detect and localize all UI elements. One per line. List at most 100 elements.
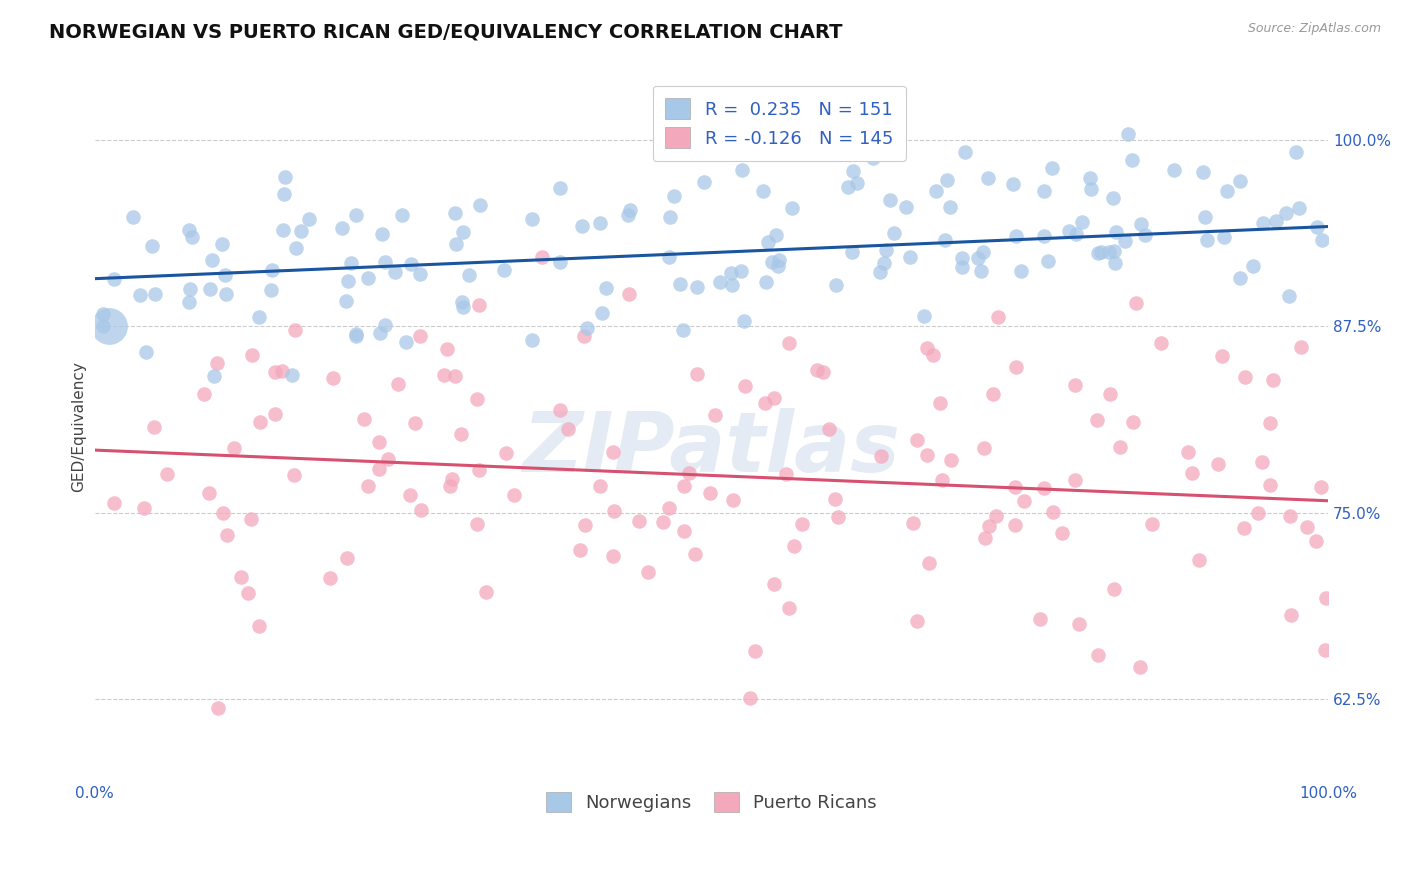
- Text: ZIPatlas: ZIPatlas: [523, 408, 900, 489]
- Point: [1102, 191, 1125, 205]
- Point: [283, 467, 305, 482]
- Point: [1071, 215, 1094, 229]
- Point: [548, 402, 571, 417]
- Point: [658, 501, 681, 516]
- Point: [1064, 378, 1087, 392]
- Point: [353, 412, 375, 426]
- Point: [132, 501, 155, 516]
- Point: [368, 434, 391, 449]
- Point: [1042, 506, 1064, 520]
- Point: [1163, 162, 1185, 177]
- Point: [492, 263, 515, 277]
- Point: [1263, 373, 1285, 387]
- Point: [936, 173, 959, 187]
- Point: [143, 286, 166, 301]
- Point: [1258, 416, 1281, 430]
- Point: [475, 585, 498, 599]
- Point: [1216, 184, 1239, 198]
- Point: [792, 516, 814, 531]
- Point: [678, 467, 700, 481]
- Point: [467, 463, 489, 477]
- Point: [179, 223, 201, 237]
- Point: [862, 152, 884, 166]
- Point: [336, 274, 359, 288]
- Point: [98, 319, 121, 334]
- Point: [436, 342, 458, 356]
- Point: [589, 479, 612, 493]
- Point: [433, 368, 456, 382]
- Point: [824, 278, 846, 293]
- Point: [953, 145, 976, 159]
- Point: [924, 184, 946, 198]
- Point: [357, 270, 380, 285]
- Point: [744, 644, 766, 658]
- Point: [894, 200, 917, 214]
- Point: [761, 254, 783, 268]
- Point: [931, 473, 953, 487]
- Point: [1014, 494, 1036, 508]
- Point: [905, 434, 928, 448]
- Point: [602, 445, 624, 459]
- Point: [238, 586, 260, 600]
- Point: [912, 309, 935, 323]
- Point: [672, 524, 695, 538]
- Point: [399, 257, 422, 271]
- Point: [915, 448, 938, 462]
- Point: [404, 416, 426, 430]
- Point: [1033, 229, 1056, 244]
- Point: [468, 298, 491, 312]
- Point: [1010, 263, 1032, 277]
- Point: [901, 516, 924, 530]
- Point: [530, 250, 553, 264]
- Point: [755, 275, 778, 289]
- Point: [1206, 457, 1229, 471]
- Point: [91, 318, 114, 333]
- Point: [197, 486, 219, 500]
- Point: [671, 323, 693, 337]
- Point: [103, 272, 125, 286]
- Point: [439, 479, 461, 493]
- Point: [1125, 296, 1147, 310]
- Point: [409, 267, 432, 281]
- Point: [135, 344, 157, 359]
- Point: [1285, 145, 1308, 159]
- Point: [763, 577, 786, 591]
- Point: [215, 287, 238, 301]
- Point: [495, 446, 517, 460]
- Point: [658, 250, 681, 264]
- Point: [322, 371, 344, 385]
- Point: [179, 294, 201, 309]
- Point: [1253, 216, 1275, 230]
- Point: [775, 467, 797, 481]
- Point: [970, 264, 993, 278]
- Point: [1233, 370, 1256, 384]
- Point: [1309, 480, 1331, 494]
- Point: [179, 282, 201, 296]
- Point: [905, 614, 928, 628]
- Point: [898, 250, 921, 264]
- Point: [922, 348, 945, 362]
- Point: [181, 230, 204, 244]
- Point: [336, 550, 359, 565]
- Point: [1050, 525, 1073, 540]
- Point: [1033, 481, 1056, 495]
- Point: [818, 422, 841, 436]
- Point: [264, 407, 287, 421]
- Point: [198, 282, 221, 296]
- Point: [571, 219, 593, 233]
- Point: [1140, 517, 1163, 532]
- Point: [330, 221, 353, 235]
- Point: [1040, 161, 1063, 175]
- Point: [576, 321, 599, 335]
- Point: [247, 310, 270, 324]
- Point: [522, 333, 544, 347]
- Point: [950, 260, 973, 275]
- Point: [319, 571, 342, 585]
- Point: [720, 266, 742, 280]
- Point: [271, 364, 294, 378]
- Point: [391, 208, 413, 222]
- Point: [658, 210, 681, 224]
- Point: [1279, 607, 1302, 622]
- Point: [686, 367, 709, 381]
- Point: [1085, 413, 1108, 427]
